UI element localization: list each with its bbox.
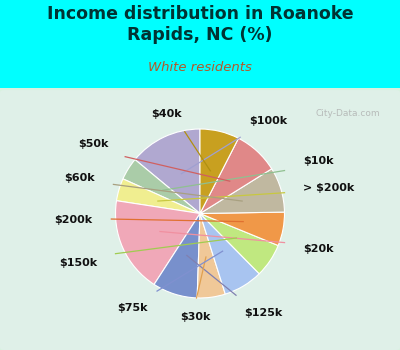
Text: Income distribution in Roanoke
Rapids, NC (%): Income distribution in Roanoke Rapids, N… [47, 5, 353, 44]
Wedge shape [200, 129, 238, 214]
Text: $75k: $75k [117, 303, 148, 313]
Text: City-Data.com: City-Data.com [315, 108, 380, 118]
Text: $200k: $200k [54, 215, 92, 225]
Wedge shape [123, 160, 200, 214]
Wedge shape [200, 169, 284, 214]
Wedge shape [200, 214, 278, 274]
Text: $150k: $150k [59, 258, 97, 267]
Text: $40k: $40k [151, 109, 182, 119]
Wedge shape [116, 179, 200, 214]
Wedge shape [116, 201, 200, 285]
Text: $20k: $20k [303, 244, 334, 254]
Text: $60k: $60k [64, 173, 94, 183]
Text: $125k: $125k [244, 308, 282, 318]
FancyBboxPatch shape [0, 90, 400, 350]
Text: $50k: $50k [78, 139, 109, 149]
Wedge shape [200, 214, 259, 294]
Text: $100k: $100k [249, 116, 287, 126]
Wedge shape [135, 129, 200, 214]
Wedge shape [200, 212, 284, 245]
Wedge shape [197, 214, 225, 298]
Wedge shape [154, 214, 200, 298]
Text: $10k: $10k [303, 156, 334, 166]
Text: > $200k: > $200k [303, 183, 354, 193]
Text: $30k: $30k [180, 312, 211, 322]
Wedge shape [200, 138, 272, 214]
Text: White residents: White residents [148, 61, 252, 74]
